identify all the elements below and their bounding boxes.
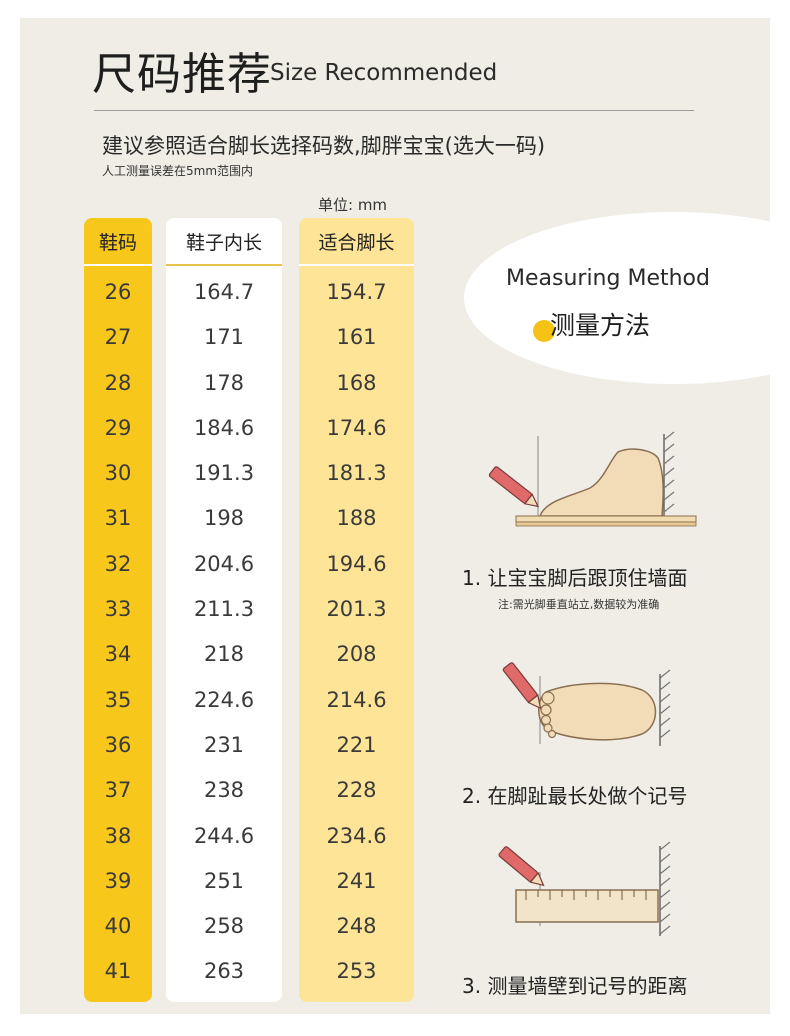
foot-length-column-header: 适合脚长 xyxy=(318,232,395,254)
foot-length-cell: 228 xyxy=(336,778,377,803)
inner-length-cell: 251 xyxy=(203,868,245,893)
measurement-error-note: 人工测量误差在5mm范围内 xyxy=(102,164,254,178)
size-cell: 36 xyxy=(104,732,132,757)
inner-length-cell: 258 xyxy=(203,914,245,939)
size-cell: 27 xyxy=(104,325,132,350)
method-title-en: Measuring Method xyxy=(506,266,710,291)
pencil-icon xyxy=(502,662,542,710)
method-bubble xyxy=(464,212,770,384)
header-divider xyxy=(84,264,152,266)
step-1-note: 注:需光脚垂直站立,数据较为准确 xyxy=(498,598,660,611)
foot-length-cell: 208 xyxy=(336,642,377,667)
size-column: 鞋码 26 27 28 29 30 31 32 33 34 35 36 37 38 39 40 41 xyxy=(84,218,152,1002)
pencil-icon xyxy=(498,846,545,887)
foot-length-cell: 188 xyxy=(336,506,377,531)
foot-side-icon xyxy=(538,448,664,517)
size-cell: 31 xyxy=(104,506,132,531)
inner-length-column: 鞋子内长 164.7 171 178 184.6 191.3 198 204.6 211.3 2… xyxy=(166,218,282,1002)
size-cell: 39 xyxy=(104,868,132,893)
inner-length-cell: 218 xyxy=(203,642,245,667)
size-column-header: 鞋码 xyxy=(98,232,137,254)
foot-length-cell: 154.7 xyxy=(326,280,387,304)
size-guide-page: 尺码推荐 Size Recommended 建议参照适合脚长选择码数,脚胖宝宝(… xyxy=(20,18,770,1014)
inner-length-cell: 211.3 xyxy=(193,597,255,622)
foot-length-cell: 201.3 xyxy=(326,597,387,622)
header-divider xyxy=(299,264,414,266)
ruler-icon xyxy=(515,889,659,923)
size-cell: 40 xyxy=(104,914,132,939)
inner-length-cell: 224.6 xyxy=(193,687,255,712)
foot-length-cell: 253 xyxy=(336,959,377,984)
foot-length-column: 适合脚长 154.7 161 168 174.6 181.3 188 194.6 201.3 2… xyxy=(299,218,414,1002)
inner-length-cell: 178 xyxy=(203,370,245,395)
inner-length-cell: 198 xyxy=(203,506,245,531)
page-title-en: Size Recommended xyxy=(270,60,498,86)
pencil-icon xyxy=(488,466,540,508)
inner-length-column-header: 鞋子内长 xyxy=(185,232,262,254)
heel-against-wall-illustration xyxy=(488,431,697,527)
inner-length-cell: 244.6 xyxy=(193,823,255,848)
inner-length-cell: 164.7 xyxy=(193,280,255,304)
foot-length-cell: 181.3 xyxy=(326,461,387,486)
foot-top-icon xyxy=(538,682,657,741)
step-1-text: 1. 让宝宝脚后跟顶住墙面 xyxy=(462,566,688,590)
unit-label: 单位: mm xyxy=(318,196,388,214)
foot-length-cell: 214.6 xyxy=(326,687,387,712)
inner-length-cell: 204.6 xyxy=(193,551,255,576)
size-cell: 29 xyxy=(104,415,132,440)
foot-length-cells: 154.7 161 168 174.6 181.3 188 194.6 201.3 208 214… xyxy=(299,270,414,995)
size-cells: 26 27 28 29 30 31 32 33 34 35 36 37 38 39 40 41 xyxy=(84,270,152,995)
ruler-measure-illustration xyxy=(498,842,671,936)
size-advice: 建议参照适合脚长选择码数,脚胖宝宝(选大一码) xyxy=(102,134,546,158)
header-divider xyxy=(166,264,282,266)
size-cell: 35 xyxy=(104,687,132,712)
foot-length-cell: 174.6 xyxy=(326,415,387,440)
size-cell: 41 xyxy=(104,959,132,984)
inner-length-cells: 164.7 171 178 184.6 191.3 198 204.6 211.3 218 224… xyxy=(166,270,282,995)
mark-toe-illustration xyxy=(502,662,671,746)
inner-length-cell: 171 xyxy=(203,325,245,350)
foot-length-cell: 194.6 xyxy=(326,551,387,576)
foot-length-cell: 248 xyxy=(336,914,377,939)
inner-length-cell: 231 xyxy=(203,732,245,757)
size-cell: 38 xyxy=(104,823,132,848)
foot-length-cell: 161 xyxy=(336,325,377,350)
size-cell: 33 xyxy=(104,597,132,622)
foot-length-cell: 234.6 xyxy=(326,823,387,848)
page-title-cn: 尺码推荐 xyxy=(92,49,272,100)
foot-length-cell: 221 xyxy=(336,732,377,757)
step-2-text: 2. 在脚趾最长处做个记号 xyxy=(462,784,688,808)
foot-length-cell: 241 xyxy=(336,868,377,893)
accent-dot xyxy=(533,320,555,342)
inner-length-cell: 184.6 xyxy=(193,415,255,440)
size-cell: 28 xyxy=(104,370,132,395)
size-cell: 37 xyxy=(104,778,132,803)
title-divider xyxy=(94,110,694,111)
size-cell: 32 xyxy=(104,551,132,576)
inner-length-cell: 191.3 xyxy=(193,461,255,486)
size-cell: 26 xyxy=(104,280,132,304)
size-cell: 30 xyxy=(104,461,132,486)
step-3-text: 3. 测量墙壁到记号的距离 xyxy=(462,974,688,998)
foot-length-cell: 168 xyxy=(336,370,377,395)
inner-length-cell: 263 xyxy=(203,959,245,984)
size-cell: 34 xyxy=(104,642,132,667)
method-title-cn: 测量方法 xyxy=(550,311,651,340)
inner-length-cell: 238 xyxy=(203,778,245,803)
